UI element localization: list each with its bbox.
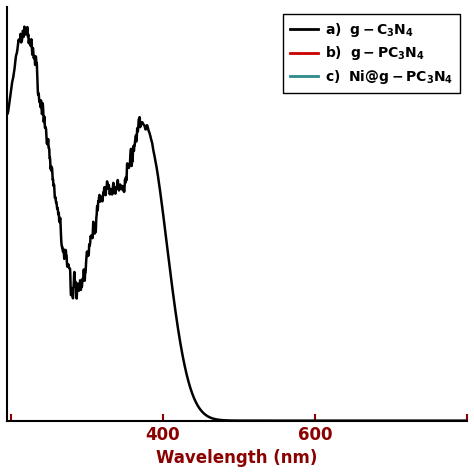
Legend: $\mathbf{a)}$  $\mathbf{g-C_3N_4}$, $\mathbf{b)}$  $\mathbf{g-PC_3N_4}$, $\mathb: $\mathbf{a)}$ $\mathbf{g-C_3N_4}$, $\mat… bbox=[283, 14, 460, 93]
X-axis label: Wavelength (nm): Wavelength (nm) bbox=[156, 449, 318, 467]
